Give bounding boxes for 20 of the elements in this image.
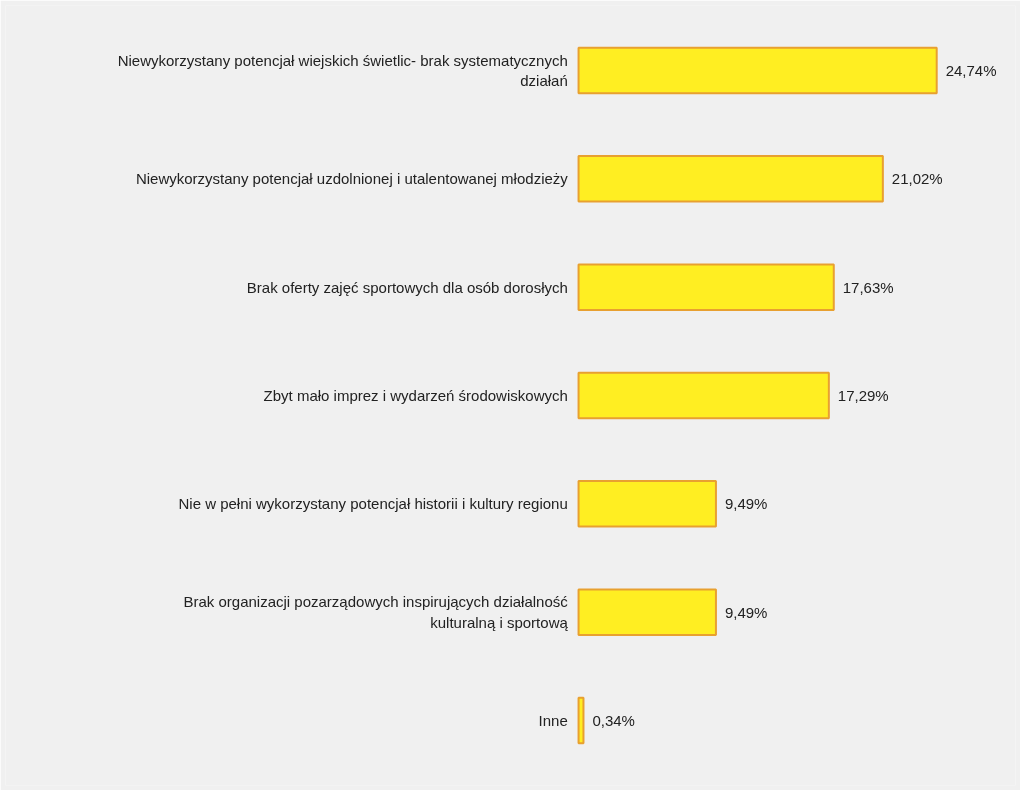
data-label: 17,63% bbox=[842, 278, 894, 296]
y-tick-label: Inne bbox=[538, 712, 568, 729]
bar bbox=[577, 155, 884, 203]
y-tick-label: Brak oferty zajęć sportowych dla osób dorosłych bbox=[246, 278, 568, 296]
data-label: 9,49% bbox=[724, 603, 768, 621]
y-tick-label: Brak organizacji pozarządowych inspirujących działalność kulturalną i sportową bbox=[183, 593, 569, 631]
y-tick-label: Nie w pełni wykorzystany potencjał historii i kultury regionu bbox=[178, 495, 568, 513]
y-tick-label: Zbyt mało imprez i wydarzeń środowiskowych bbox=[263, 387, 568, 404]
y-tick-label: Niewykorzystany potencjał wiejskich świetlic- brak systematycznych działań bbox=[117, 51, 568, 90]
y-tick-label: Niewykorzystany potencjał uzdolnionej i utalentowanej młodzieży bbox=[135, 170, 569, 188]
bar bbox=[577, 371, 830, 420]
data-label: 0,34% bbox=[592, 712, 635, 729]
data-label: 9,49% bbox=[724, 495, 768, 513]
data-label: 24,74% bbox=[945, 62, 997, 79]
bar bbox=[577, 263, 835, 311]
bar bbox=[577, 46, 938, 95]
data-label: 17,29% bbox=[837, 387, 889, 404]
data-label: 21,02% bbox=[891, 170, 943, 188]
bar bbox=[577, 588, 717, 636]
bar bbox=[577, 480, 717, 528]
